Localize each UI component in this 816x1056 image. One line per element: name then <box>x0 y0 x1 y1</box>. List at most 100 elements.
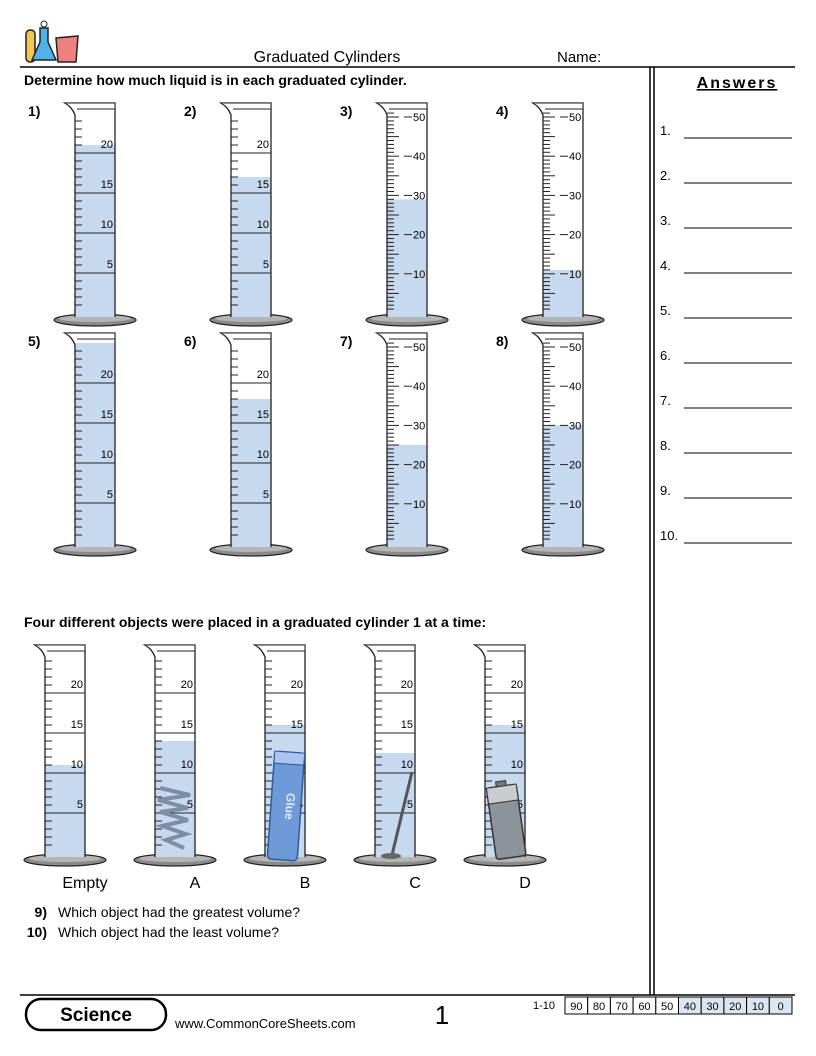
cylinder-lip <box>255 644 306 652</box>
tick-label: 30 <box>413 420 425 432</box>
tick-label: 40 <box>569 381 581 393</box>
subject: Science <box>60 1005 132 1026</box>
cylinder-lip <box>221 102 272 110</box>
tick-label: 10 <box>71 759 83 771</box>
tick-label: 15 <box>257 409 269 421</box>
cylinder-lip <box>533 332 584 340</box>
tick-label: 20 <box>413 460 425 472</box>
tick-label: 20 <box>569 460 581 472</box>
question-number: 10) <box>27 924 47 940</box>
item-number: 4) <box>496 103 508 119</box>
item-number: 1) <box>28 103 40 119</box>
item-number: 3) <box>340 103 352 119</box>
item-number: 2) <box>184 103 196 119</box>
answer-number: 6. <box>660 348 671 363</box>
liquid <box>45 765 85 857</box>
svg-text:Glue: Glue <box>282 793 298 821</box>
object-label: B <box>300 875 311 892</box>
glue-stick: Glue <box>266 750 306 862</box>
tick-label: 10 <box>101 219 113 231</box>
name-label: Name: <box>557 49 601 66</box>
title: Graduated Cylinders <box>254 49 401 66</box>
object-label: C <box>409 875 421 892</box>
liquid <box>231 399 271 547</box>
tick-label: 20 <box>71 679 83 691</box>
page-number: 1 <box>435 1000 449 1030</box>
tick-label: 20 <box>257 139 269 151</box>
score: 30 <box>706 1001 718 1013</box>
cylinder-lip <box>65 332 116 340</box>
liquid <box>231 177 271 317</box>
tick-label: 15 <box>291 719 303 731</box>
tick-label: 10 <box>401 759 413 771</box>
score: 70 <box>616 1001 628 1013</box>
tick-label: 5 <box>77 799 83 811</box>
score: 0 <box>778 1001 784 1013</box>
tick-label: 5 <box>107 489 113 501</box>
tick-label: 5 <box>187 799 193 811</box>
tick-label: 50 <box>413 112 425 124</box>
cylinder-lip <box>65 102 116 110</box>
liquid <box>543 425 583 547</box>
tick-label: 40 <box>413 381 425 393</box>
answer-number: 5. <box>660 303 671 318</box>
answer-number: 7. <box>660 393 671 408</box>
tick-label: 20 <box>511 679 523 691</box>
score-box <box>768 996 793 1015</box>
tick-label: 50 <box>569 342 581 354</box>
tick-label: 5 <box>263 259 269 271</box>
answer-number: 4. <box>660 258 671 273</box>
tick-label: 30 <box>413 190 425 202</box>
tick-label: 15 <box>101 409 113 421</box>
question-text: Which object had the greatest volume? <box>58 904 300 920</box>
tick-label: 10 <box>511 759 523 771</box>
tick-label: 5 <box>517 799 523 811</box>
tick-label: 10 <box>569 499 581 511</box>
tick-label: 40 <box>413 151 425 163</box>
tick-label: 50 <box>569 112 581 124</box>
cylinder-lip <box>221 332 272 340</box>
score: 40 <box>684 1001 696 1013</box>
tick-label: 20 <box>101 139 113 151</box>
liquid <box>75 343 115 547</box>
tick-label: 10 <box>181 759 193 771</box>
cylinder-lip <box>145 644 196 652</box>
battery <box>485 779 527 860</box>
tick-label: 10 <box>413 269 425 281</box>
answer-number: 8. <box>660 438 671 453</box>
tick-label: 15 <box>101 179 113 191</box>
item-number: 6) <box>184 333 196 349</box>
tick-label: 20 <box>413 230 425 242</box>
cylinder-lip <box>365 644 416 652</box>
answers-title: Answers <box>697 75 778 92</box>
cylinder-lip <box>35 644 86 652</box>
score-label: 1-10 <box>533 1000 555 1012</box>
spring <box>154 786 193 850</box>
item-number: 5) <box>28 333 40 349</box>
tick-label: 50 <box>413 342 425 354</box>
cylinder-lip <box>377 332 428 340</box>
cylinder-lip <box>475 644 526 652</box>
tick-label: 10 <box>257 219 269 231</box>
score: 50 <box>661 1001 673 1013</box>
objects-prompt: Four different objects were placed in a … <box>24 614 486 630</box>
object-label: Empty <box>62 875 107 892</box>
tick-label: 20 <box>257 369 269 381</box>
site: www.CommonCoreSheets.com <box>174 1016 356 1031</box>
score: 90 <box>570 1001 582 1013</box>
rod-base <box>381 853 401 859</box>
objects: Glue <box>154 750 527 862</box>
tick-label: 40 <box>569 151 581 163</box>
tick-label: 20 <box>569 230 581 242</box>
liquid <box>75 145 115 317</box>
tick-label: 20 <box>291 679 303 691</box>
tick-label: 20 <box>101 369 113 381</box>
tick-label: 15 <box>71 719 83 731</box>
tick-label: 15 <box>257 179 269 191</box>
item-number: 7) <box>340 333 352 349</box>
tick-label: 30 <box>569 420 581 432</box>
tick-label: 5 <box>407 799 413 811</box>
answer-number: 9. <box>660 483 671 498</box>
cylinder-lip <box>377 102 428 110</box>
tick-label: 10 <box>101 449 113 461</box>
